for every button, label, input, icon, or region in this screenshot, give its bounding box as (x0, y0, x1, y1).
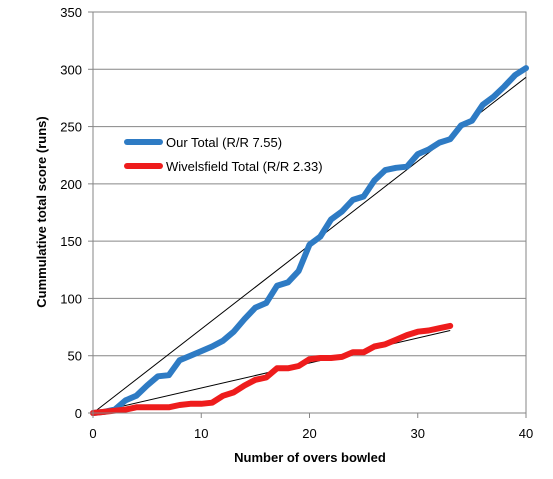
y-tick-label: 250 (60, 120, 82, 135)
y-tick-label: 50 (68, 349, 82, 364)
x-tick-label: 0 (89, 426, 96, 441)
x-tick-label: 10 (194, 426, 208, 441)
y-tick-label: 100 (60, 291, 82, 306)
x-tick-label: 40 (519, 426, 533, 441)
y-tick-label: 200 (60, 177, 82, 192)
y-tick-label: 150 (60, 234, 82, 249)
x-tick-label: 20 (302, 426, 316, 441)
tick-labels: 0 50 100 150 200 250 300 350 0 10 20 30 40 (60, 5, 533, 441)
series-lines (90, 65, 529, 416)
y-tick-label: 350 (60, 5, 82, 20)
legend-label-our-total: Our Total (R/R 7.55) (166, 135, 282, 150)
series-line-our-total (90, 65, 529, 416)
x-tick-label: 30 (411, 426, 425, 441)
series-line-wivelsfield-total (90, 322, 454, 416)
y-axis-title: Cummulative total score (runs) (34, 116, 49, 307)
y-tick-label: 0 (75, 406, 82, 421)
plot-area (92, 11, 527, 414)
y-tick-label: 300 (60, 62, 82, 77)
legend-label-wivelsfield-total: Wivelsfield Total (R/R 2.33) (166, 159, 323, 174)
x-axis-title: Number of overs bowled (234, 450, 386, 465)
legend: Our Total (R/R 7.55) Wivelsfield Total (… (124, 135, 323, 174)
